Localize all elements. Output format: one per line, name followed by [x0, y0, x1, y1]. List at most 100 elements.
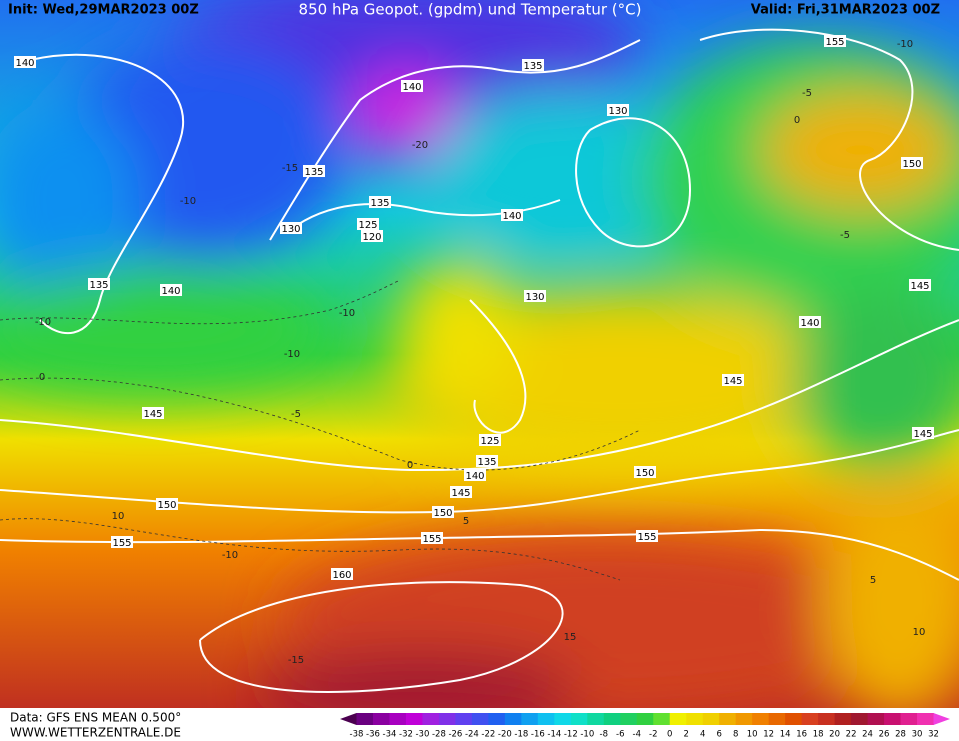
scale-label: -26	[448, 730, 462, 740]
scale-label: -4	[633, 730, 641, 740]
scale-swatch	[372, 713, 390, 725]
geopotential-label: 140	[800, 318, 819, 329]
temperature-label: -10	[339, 308, 355, 319]
scale-label: -20	[498, 730, 512, 740]
label-box	[524, 290, 546, 302]
scale-swatch	[587, 713, 605, 725]
temperature-label: 0	[39, 372, 45, 383]
scale-label: 28	[895, 730, 906, 740]
geopotential-label: 150	[902, 159, 921, 170]
scale-label: -22	[481, 730, 495, 740]
scale-label: -6	[616, 730, 624, 740]
scale-swatch	[471, 713, 489, 725]
scale-swatch	[356, 713, 374, 725]
label-box	[634, 466, 656, 478]
label-box	[303, 165, 325, 177]
temperature-label: -10	[180, 196, 196, 207]
scale-label: -12	[564, 730, 578, 740]
scale-label: -32	[399, 730, 413, 740]
label-box	[464, 469, 486, 481]
label-box	[156, 498, 178, 510]
geopotential-label: 145	[143, 409, 162, 420]
scale-swatch	[554, 713, 572, 725]
label-box	[912, 427, 934, 439]
scale-swatch	[438, 713, 456, 725]
scale-label: 16	[796, 730, 807, 740]
temperature-label: 0	[407, 460, 413, 471]
temperature-label: 10	[112, 511, 125, 522]
scale-label: -14	[547, 730, 561, 740]
geopotential-label: 135	[89, 280, 108, 291]
label-box	[401, 80, 423, 92]
label-box	[824, 35, 846, 47]
scale-swatch	[686, 713, 704, 725]
scale-swatch	[422, 713, 440, 725]
scale-label: 6	[716, 730, 721, 740]
label-box	[799, 316, 821, 328]
label-box	[111, 536, 133, 548]
geopotential-label: 135	[477, 457, 496, 468]
scale-label: -28	[432, 730, 446, 740]
temperature-label: 0	[794, 115, 800, 126]
label-box	[142, 407, 164, 419]
color-scale: -38 -36 -34 -32 -30 -28 -26 -24 -22 -20 -18 -16 -14-…	[340, 713, 950, 740]
scale-swatch	[340, 713, 357, 725]
scale-swatch	[867, 713, 885, 725]
geopotential-label: 145	[913, 429, 932, 440]
geopotential-label: 145	[910, 281, 929, 292]
geopotential-label: 130	[281, 224, 300, 235]
label-box	[160, 284, 182, 296]
label-box	[722, 374, 744, 386]
geopotential-label: 135	[370, 198, 389, 209]
scale-label: 4	[700, 730, 705, 740]
scale-label: 22	[846, 730, 857, 740]
scale-label: -36	[366, 730, 380, 740]
scale-swatch	[719, 713, 737, 725]
scale-label: 30	[912, 730, 923, 740]
geopotential-label: 130	[525, 292, 544, 303]
geopotential-label: 150	[157, 500, 176, 511]
temperature-label: -5	[291, 409, 301, 420]
scale-swatch	[488, 713, 506, 725]
label-box	[331, 568, 353, 580]
label-box	[607, 104, 629, 116]
label-box	[522, 59, 544, 71]
label-box	[421, 532, 443, 544]
scale-swatch	[620, 713, 638, 725]
temperature-label: -15	[288, 655, 304, 666]
geopotential-label: 150	[433, 508, 452, 519]
scale-swatch	[504, 713, 522, 725]
scale-label: -30	[415, 730, 429, 740]
geopotential-contours	[0, 28, 959, 693]
label-box	[432, 506, 454, 518]
scale-label: 2	[684, 730, 689, 740]
scale-swatch	[455, 713, 473, 725]
label-box	[636, 530, 658, 542]
geopotential-label: 155	[637, 532, 656, 543]
label-box	[909, 279, 931, 291]
scale-label: -34	[383, 730, 397, 740]
scale-swatch	[636, 713, 654, 725]
init-time: Init: Wed,29MAR2023 00Z	[8, 3, 199, 18]
scale-swatch	[735, 713, 753, 725]
scale-label: 18	[813, 730, 824, 740]
scale-label: 20	[829, 730, 840, 740]
temperature-label: -10	[222, 550, 238, 561]
scale-swatch	[669, 713, 687, 725]
scale-swatch	[603, 713, 621, 725]
scale-swatch	[900, 713, 918, 725]
scale-label: 0	[667, 730, 672, 740]
geopotential-label: 140	[502, 211, 521, 222]
scale-label: 8	[733, 730, 738, 740]
labels: 140 1351551401301501351351401251201301351…	[14, 35, 934, 666]
scale-label: 32	[928, 730, 939, 740]
website: WWW.WETTERZENTRALE.DE	[10, 726, 181, 740]
scale-swatch	[768, 713, 786, 725]
scale-label: -16	[531, 730, 545, 740]
temperature-label: 5	[870, 575, 876, 586]
scale-swatch	[818, 713, 836, 725]
scale-label: 14	[780, 730, 791, 740]
geopotential-label: 135	[304, 167, 323, 178]
scale-swatch	[801, 713, 819, 725]
